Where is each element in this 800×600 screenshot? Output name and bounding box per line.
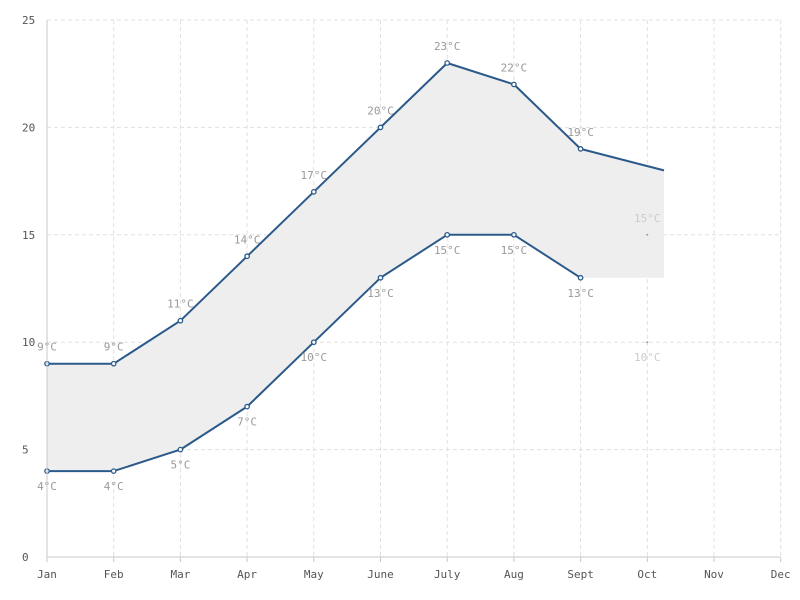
data-point (244, 253, 250, 260)
upper-series-line (47, 62, 665, 365)
data-point (377, 124, 384, 131)
y-tick-label: 20 (22, 121, 35, 134)
y-tick-label: 10 (22, 336, 35, 349)
data-label: 13°C (367, 287, 394, 300)
x-tick-label: July (434, 568, 461, 581)
data-point (646, 341, 649, 344)
data-point (244, 403, 250, 410)
x-tick-label: Aug (504, 568, 524, 581)
data-point (177, 446, 184, 453)
data-label: 10°C (301, 351, 328, 364)
data-label: 11°C (167, 298, 194, 311)
data-label: 15°C (434, 244, 461, 257)
y-tick-label: 0 (22, 551, 29, 564)
data-label: 7°C (237, 416, 257, 429)
range-band (47, 63, 664, 472)
data-label: 15°C (501, 244, 528, 257)
data-label: 15°C (634, 212, 661, 225)
x-tick-label: Oct (637, 568, 657, 581)
x-tick-label: Mar (170, 568, 190, 581)
axes: 0 5 10 15 20 25 Jan Feb Mar Apr May June July Aug Sept… (22, 14, 791, 581)
x-tick-label: Dec (771, 568, 791, 581)
data-label: 20°C (367, 104, 394, 117)
x-tick-label: Feb (104, 568, 124, 581)
data-label: 22°C (501, 61, 528, 74)
x-tick-label: Apr (237, 568, 257, 581)
data-point (646, 233, 649, 236)
data-label: 17°C (301, 169, 328, 182)
y-tick-label: 15 (22, 229, 35, 242)
data-labels: 9°C 9°C11°C14°C17°C20°C23°C22°C19°C15°C4°… (37, 40, 660, 493)
x-tick-label: May (304, 568, 324, 581)
data-label: 19°C (567, 126, 594, 139)
data-point (511, 231, 517, 238)
y-tick-label: 25 (22, 14, 35, 27)
x-tick-label: June (367, 568, 394, 581)
range-area (47, 63, 664, 472)
data-label: 4°C (104, 480, 124, 493)
data-label: 23°C (434, 40, 461, 53)
data-point (444, 60, 451, 66)
data-point (310, 339, 317, 346)
data-label: 5°C (170, 459, 190, 472)
x-tick-label: Nov (704, 568, 724, 581)
data-point (310, 188, 317, 195)
data-label: 9°C (104, 341, 124, 354)
data-point (577, 274, 584, 281)
data-point (577, 146, 584, 152)
data-point (110, 360, 117, 367)
data-point (177, 317, 184, 324)
data-point (377, 274, 384, 281)
x-tick-label: Sept (567, 568, 594, 581)
data-label: 10°C (634, 351, 661, 364)
data-label: 14°C (234, 233, 261, 246)
data-point (444, 231, 451, 238)
data-label: 13°C (567, 287, 594, 300)
y-tick-label: 5 (22, 444, 29, 457)
x-tick-label: Jan (37, 568, 57, 581)
data-point (511, 81, 517, 88)
data-point (110, 468, 117, 474)
